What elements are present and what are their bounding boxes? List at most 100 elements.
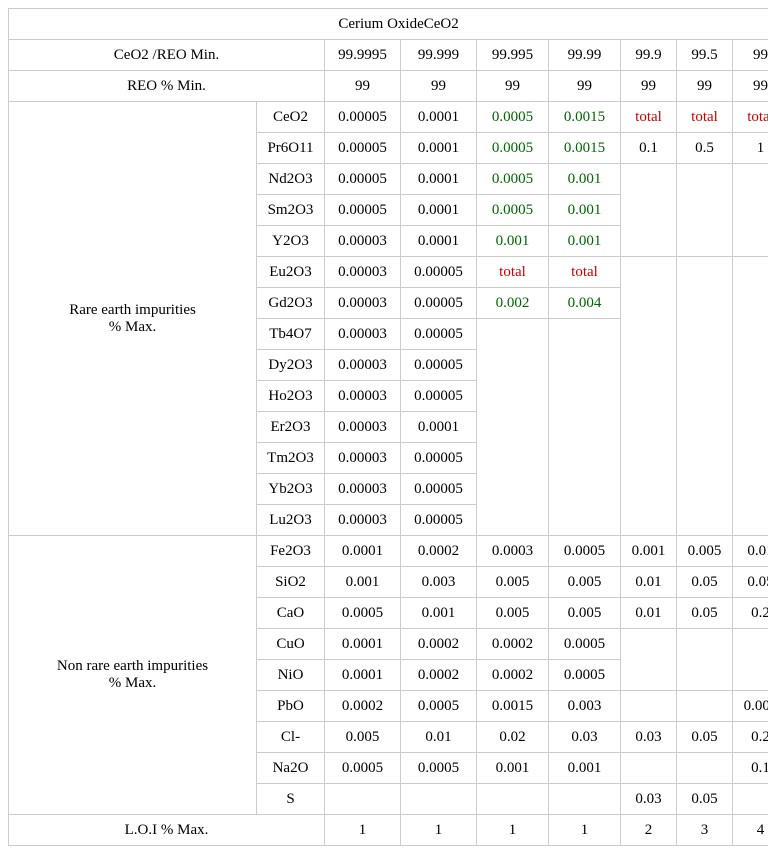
value-cell: 0.01: [401, 722, 477, 753]
value-cell: 0.0001: [325, 660, 401, 691]
loi-cell: 1: [325, 815, 401, 846]
compound-name: CaO: [257, 598, 325, 629]
loi-cell: 2: [621, 815, 677, 846]
empty-cell: [621, 257, 677, 536]
empty-cell: [677, 691, 733, 722]
value-cell: 0.00003: [325, 505, 401, 536]
value-cell: 0.01: [621, 567, 677, 598]
value-cell: 0.0002: [401, 536, 477, 567]
compound-name: Er2O3: [257, 412, 325, 443]
value-cell: 0.05: [677, 784, 733, 815]
compound-name: S: [257, 784, 325, 815]
grade-cell: 99.995: [477, 40, 549, 71]
value-cell: 0.0005: [401, 753, 477, 784]
grade-cell: 99.9: [621, 40, 677, 71]
reo-cell: 99: [677, 71, 733, 102]
empty-cell: [733, 629, 768, 691]
value-cell: 0.002: [477, 288, 549, 319]
compound-name: Nd2O3: [257, 164, 325, 195]
value-cell: 0.0015: [549, 102, 621, 133]
empty-cell: [677, 164, 733, 257]
value-cell: 0.1: [733, 753, 768, 784]
value-cell: 0.05: [733, 567, 768, 598]
empty-cell: [677, 629, 733, 691]
rare-line2: % Max.: [109, 319, 157, 335]
value-cell: 0.00005: [401, 350, 477, 381]
value-cell: 0.0005: [549, 660, 621, 691]
value-cell: 0.004: [549, 288, 621, 319]
value-cell: 0.0005: [325, 598, 401, 629]
value-cell: 0.0001: [325, 536, 401, 567]
value-cell: 0.005: [477, 598, 549, 629]
reo-cell: 99: [325, 71, 401, 102]
value-cell: 0.003: [401, 567, 477, 598]
reo-cell: 99: [477, 71, 549, 102]
value-cell: 0.1: [621, 133, 677, 164]
value-cell: 0.01: [621, 598, 677, 629]
value-cell: 0.0005: [477, 133, 549, 164]
spec-table: Cerium OxideCeO2 CeO2 /REO Min. 99.9995 …: [8, 8, 768, 846]
value-cell: total: [733, 102, 768, 133]
value-cell: 0.01: [733, 536, 768, 567]
value-cell: 0.00003: [325, 412, 401, 443]
value-cell: 0.00005: [325, 133, 401, 164]
empty-cell: [401, 784, 477, 815]
value-cell: 0.005: [677, 536, 733, 567]
value-cell: 0.00005: [401, 505, 477, 536]
value-cell: 0.0005: [477, 164, 549, 195]
value-cell: 0.00005: [401, 257, 477, 288]
value-cell: 0.02: [477, 722, 549, 753]
empty-cell: [477, 319, 549, 536]
value-cell: 0.0001: [401, 412, 477, 443]
compound-name: Gd2O3: [257, 288, 325, 319]
reo-cell: 99: [401, 71, 477, 102]
reo-cell: 99: [621, 71, 677, 102]
value-cell: 0.00003: [325, 443, 401, 474]
value-cell: total: [549, 257, 621, 288]
value-cell: 0.0001: [401, 195, 477, 226]
value-cell: 0.0005: [325, 753, 401, 784]
empty-cell: [549, 319, 621, 536]
empty-cell: [677, 753, 733, 784]
empty-cell: [733, 257, 768, 536]
value-cell: 0.05: [677, 598, 733, 629]
empty-cell: [621, 164, 677, 257]
value-cell: 0.00005: [401, 474, 477, 505]
value-cell: 0.001: [477, 753, 549, 784]
value-cell: total: [621, 102, 677, 133]
value-cell: 0.001: [401, 598, 477, 629]
value-cell: 0.00005: [401, 288, 477, 319]
value-cell: 0.0001: [401, 102, 477, 133]
value-cell: 0.0001: [401, 226, 477, 257]
compound-name: PbO: [257, 691, 325, 722]
value-cell: 0.0005: [401, 691, 477, 722]
value-cell: 0.001: [325, 567, 401, 598]
empty-cell: [325, 784, 401, 815]
value-cell: 0.003: [549, 691, 621, 722]
value-cell: 0.00003: [325, 319, 401, 350]
empty-cell: [621, 691, 677, 722]
value-cell: 0.005: [549, 567, 621, 598]
compound-name: Tm2O3: [257, 443, 325, 474]
compound-name: Sm2O3: [257, 195, 325, 226]
value-cell: 0.0002: [401, 660, 477, 691]
value-cell: 0.00003: [325, 381, 401, 412]
value-cell: 0.005: [477, 567, 549, 598]
value-cell: 0.00003: [325, 350, 401, 381]
compound-name: Dy2O3: [257, 350, 325, 381]
value-cell: 0.0005: [549, 629, 621, 660]
value-cell: 0.00005: [325, 195, 401, 226]
grade-cell: 99: [733, 40, 768, 71]
value-cell: 0.001: [549, 164, 621, 195]
compound-name: Eu2O3: [257, 257, 325, 288]
compound-name: CeO2: [257, 102, 325, 133]
empty-cell: [733, 164, 768, 257]
nonrare-earth-label: Non rare earth impurities % Max.: [9, 536, 257, 815]
value-cell: 0.001: [621, 536, 677, 567]
value-cell: 0.00005: [325, 164, 401, 195]
nonrare-line2: % Max.: [109, 675, 157, 691]
value-cell: 0.0002: [401, 629, 477, 660]
value-cell: 0.0015: [549, 133, 621, 164]
grade-cell: 99.9995: [325, 40, 401, 71]
value-cell: 0.001: [549, 226, 621, 257]
